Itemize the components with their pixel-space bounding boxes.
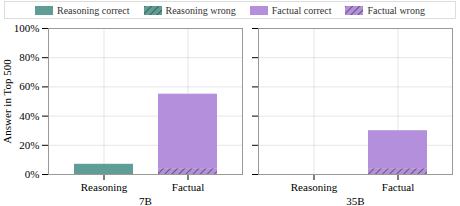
svg-text:Reasoning: Reasoning [291, 181, 338, 193]
svg-text:Factual: Factual [382, 181, 414, 193]
svg-text:Factual: Factual [172, 181, 204, 193]
svg-text:100%: 100% [14, 22, 40, 34]
svg-text:35B: 35B [346, 195, 364, 206]
svg-text:80%: 80% [19, 51, 39, 63]
svg-text:20%: 20% [19, 139, 39, 151]
html-text:Factual correct: Factual correct [271, 4, 332, 16]
svg-text:Reasoning: Reasoning [81, 181, 128, 193]
svg-text:Answer in Top 500: Answer in Top 500 [1, 59, 13, 144]
svg-text:40%: 40% [19, 110, 39, 122]
svg-text:60%: 60% [19, 80, 39, 92]
html-text:Reasoning correct: Reasoning correct [57, 4, 130, 16]
svg-text:0%: 0% [25, 168, 40, 180]
html-text:Factual wrong: Factual wrong [367, 4, 425, 16]
html-text:Reasoning wrong: Reasoning wrong [165, 4, 236, 16]
svg-text:7B: 7B [139, 195, 152, 206]
